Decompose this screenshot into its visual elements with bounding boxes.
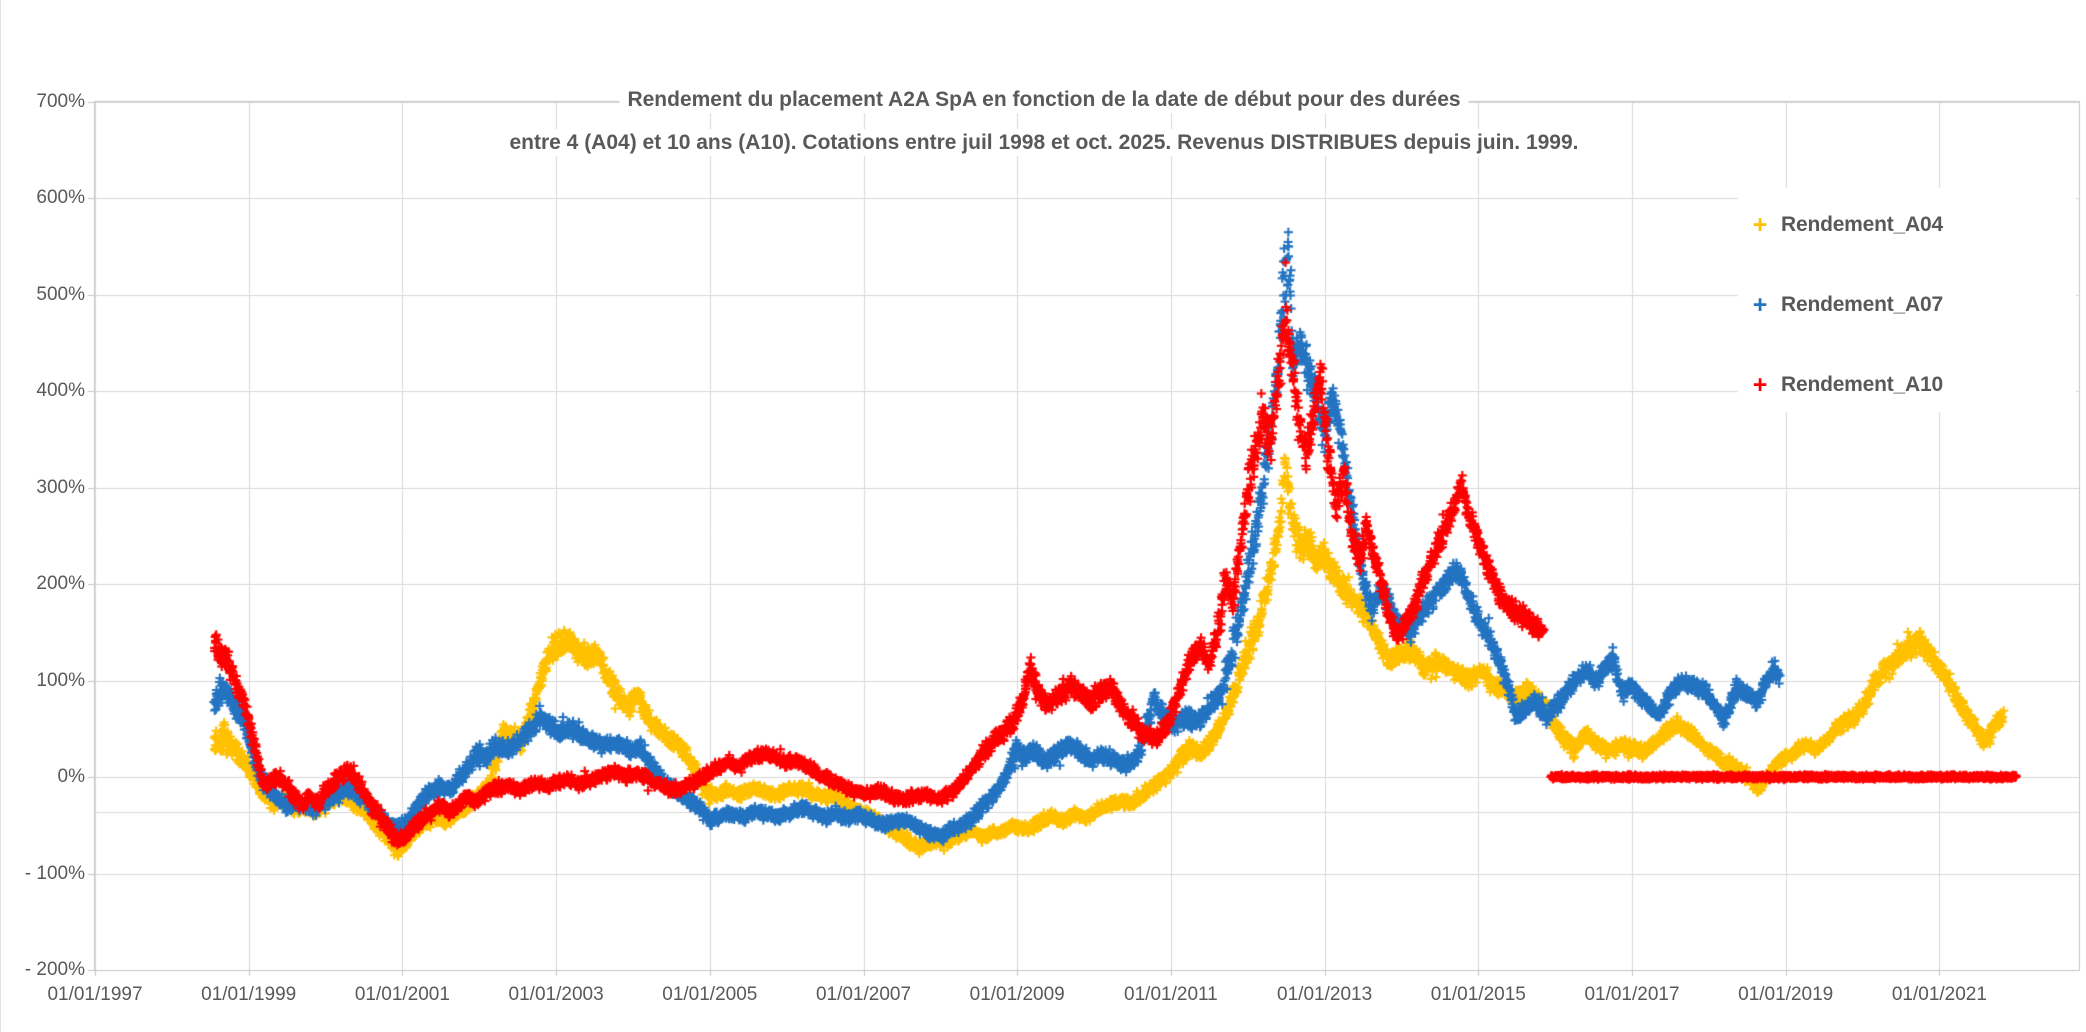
y-axis-tick-label: 0%	[57, 766, 85, 787]
y-axis-tick-label: - 200%	[24, 959, 85, 980]
y-axis-tick-label: 100%	[36, 669, 85, 691]
x-axis-tick-label: 01/01/2007	[815, 984, 912, 1005]
x-axis-tick-label: 01/01/2005	[662, 984, 758, 1005]
legend-item-rendement_a07: + Rendement_A07	[1752, 289, 1943, 321]
legend: + Rendement_A04 + Rendement_A07 + Rendement_A…	[1738, 188, 2076, 412]
plus-marker-icon: +	[1752, 371, 1768, 399]
x-axis-tick-label: 01/01/2021	[1891, 984, 1987, 1005]
legend-item-rendement_a04: + Rendement_A04	[1752, 209, 1943, 241]
x-axis-tick-label: 01/01/2003	[508, 984, 604, 1005]
x-axis-tick-label: 01/01/1999	[201, 984, 297, 1005]
chart-title-line2: entre 4 (A04) et 10 ans (A10). Cotations…	[501, 129, 1587, 156]
y-axis-tick-label: 500%	[36, 283, 85, 305]
legend-label: Rendement_A10	[1781, 373, 1943, 396]
chart-title-line1: Rendement du placement A2A SpA en foncti…	[619, 86, 1469, 113]
y-axis-tick-label: 200%	[36, 573, 85, 594]
y-axis-tick-label: - 100%	[24, 862, 85, 884]
y-axis-tick-label: 700%	[36, 90, 85, 112]
y-axis-tick-label: 400%	[36, 380, 85, 401]
legend-label: Rendement_A04	[1781, 213, 1943, 236]
x-axis-tick-label: 01/01/2009	[969, 984, 1065, 1005]
x-axis-tick-label: 01/01/2017	[1584, 984, 1680, 1005]
x-axis-tick-label: 01/01/2015	[1430, 984, 1526, 1005]
y-axis-tick-label: 300%	[36, 476, 85, 498]
plus-marker-icon: +	[1752, 291, 1768, 319]
x-axis-tick-label: 01/01/2001	[354, 984, 450, 1005]
y-axis-tick-label: 600%	[36, 187, 85, 208]
legend-label: Rendement_A07	[1781, 293, 1943, 316]
x-axis-tick-label: 01/01/2013	[1277, 984, 1373, 1005]
legend-item-rendement_a10: + Rendement_A10	[1752, 369, 1943, 401]
x-axis-tick-label: 01/01/1997	[47, 984, 143, 1005]
plus-marker-icon: +	[1752, 211, 1768, 239]
x-axis-tick-label: 01/01/2011	[1124, 984, 1218, 1005]
x-axis-tick-label: 01/01/2019	[1738, 984, 1834, 1005]
